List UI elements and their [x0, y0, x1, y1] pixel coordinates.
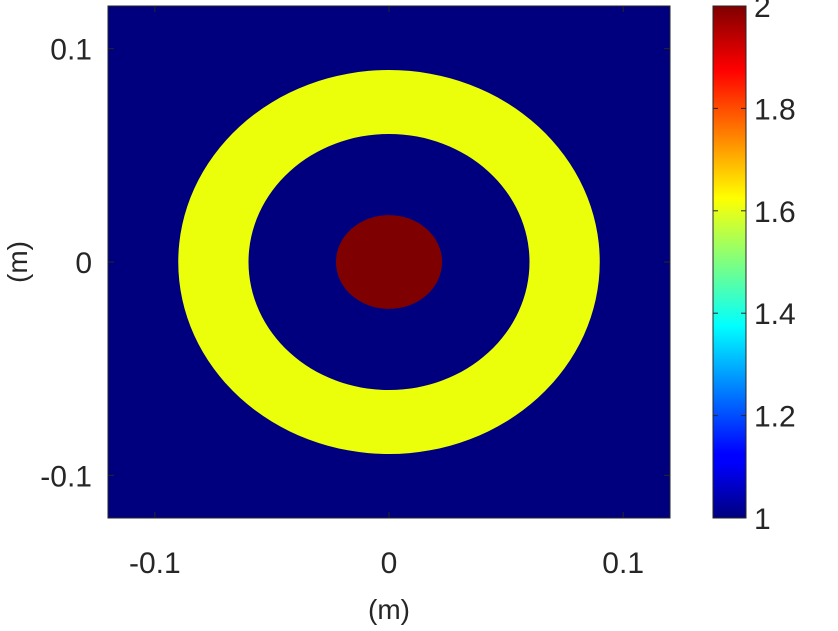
- x-tick-label: 0: [381, 547, 398, 580]
- colorbar-tick-label: 1.2: [754, 401, 796, 434]
- x-axis-label: (m): [368, 594, 410, 625]
- outer-ring: [178, 70, 600, 455]
- y-tick-label: 0.1: [50, 34, 92, 67]
- colorbar-tick-label: 1.4: [754, 298, 796, 331]
- colorbar-tick-label: 2: [754, 0, 771, 24]
- x-tick-label: 0.1: [602, 547, 644, 580]
- x-axis: -0.1 0 0.1: [129, 6, 644, 580]
- x-tick-label: -0.1: [129, 547, 181, 580]
- center-disk: [335, 215, 443, 309]
- plot-area: [108, 6, 670, 518]
- colorbar-ticks: 1 1.2 1.4 1.6 1.8 2: [713, 0, 796, 536]
- colorbar: 1 1.2 1.4 1.6 1.8 2: [712, 0, 796, 536]
- y-tick-label: 0: [75, 247, 92, 280]
- colorbar-tick-label: 1.6: [754, 196, 796, 229]
- colorbar-gradient: [712, 5, 747, 519]
- colorbar-tick-label: 1: [754, 503, 771, 536]
- y-axis: -0.1 0 0.1: [40, 34, 670, 493]
- y-tick-label: -0.1: [40, 460, 92, 493]
- y-axis-label: (m): [2, 241, 33, 283]
- colorbar-tick-label: 1.8: [754, 93, 796, 126]
